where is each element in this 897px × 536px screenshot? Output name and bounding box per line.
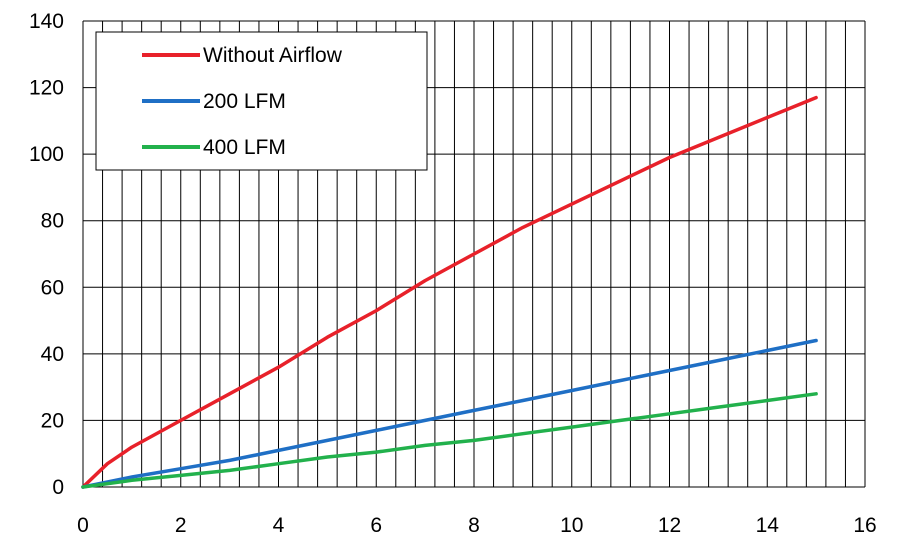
x-tick-label: 12 <box>658 514 681 536</box>
y-axis-tick-labels: 0 20 40 60 80 100 120 140 <box>29 10 64 499</box>
legend: Without Airflow 200 LFM 400 LFM <box>95 31 428 171</box>
y-tick-label: 100 <box>29 143 64 166</box>
y-tick-label: 140 <box>29 10 64 33</box>
y-tick-label: 20 <box>41 409 64 432</box>
legend-label-0: Without Airflow <box>203 44 343 67</box>
legend-label-1: 200 LFM <box>203 90 286 113</box>
series-lines <box>81 95 818 489</box>
y-tick-label: 120 <box>29 77 64 100</box>
series-line-2 <box>81 392 818 489</box>
x-tick-label: 2 <box>175 514 187 536</box>
x-tick-label: 14 <box>756 514 780 536</box>
x-tick-label: 0 <box>77 514 89 536</box>
legend-label-2: 400 LFM <box>203 136 286 159</box>
x-tick-label: 6 <box>370 514 382 536</box>
y-tick-label: 80 <box>41 210 64 233</box>
y-tick-label: 40 <box>41 343 64 366</box>
x-tick-label: 16 <box>853 514 876 536</box>
x-tick-label: 10 <box>560 514 583 536</box>
series-line-0 <box>81 95 818 489</box>
series-line-1 <box>81 338 818 489</box>
x-tick-label: 4 <box>273 514 285 536</box>
y-tick-label: 60 <box>41 276 64 299</box>
x-axis-tick-labels: 0 2 4 6 8 10 12 14 16 <box>77 514 877 536</box>
x-tick-label: 8 <box>468 514 480 536</box>
y-tick-label: 0 <box>52 476 64 499</box>
